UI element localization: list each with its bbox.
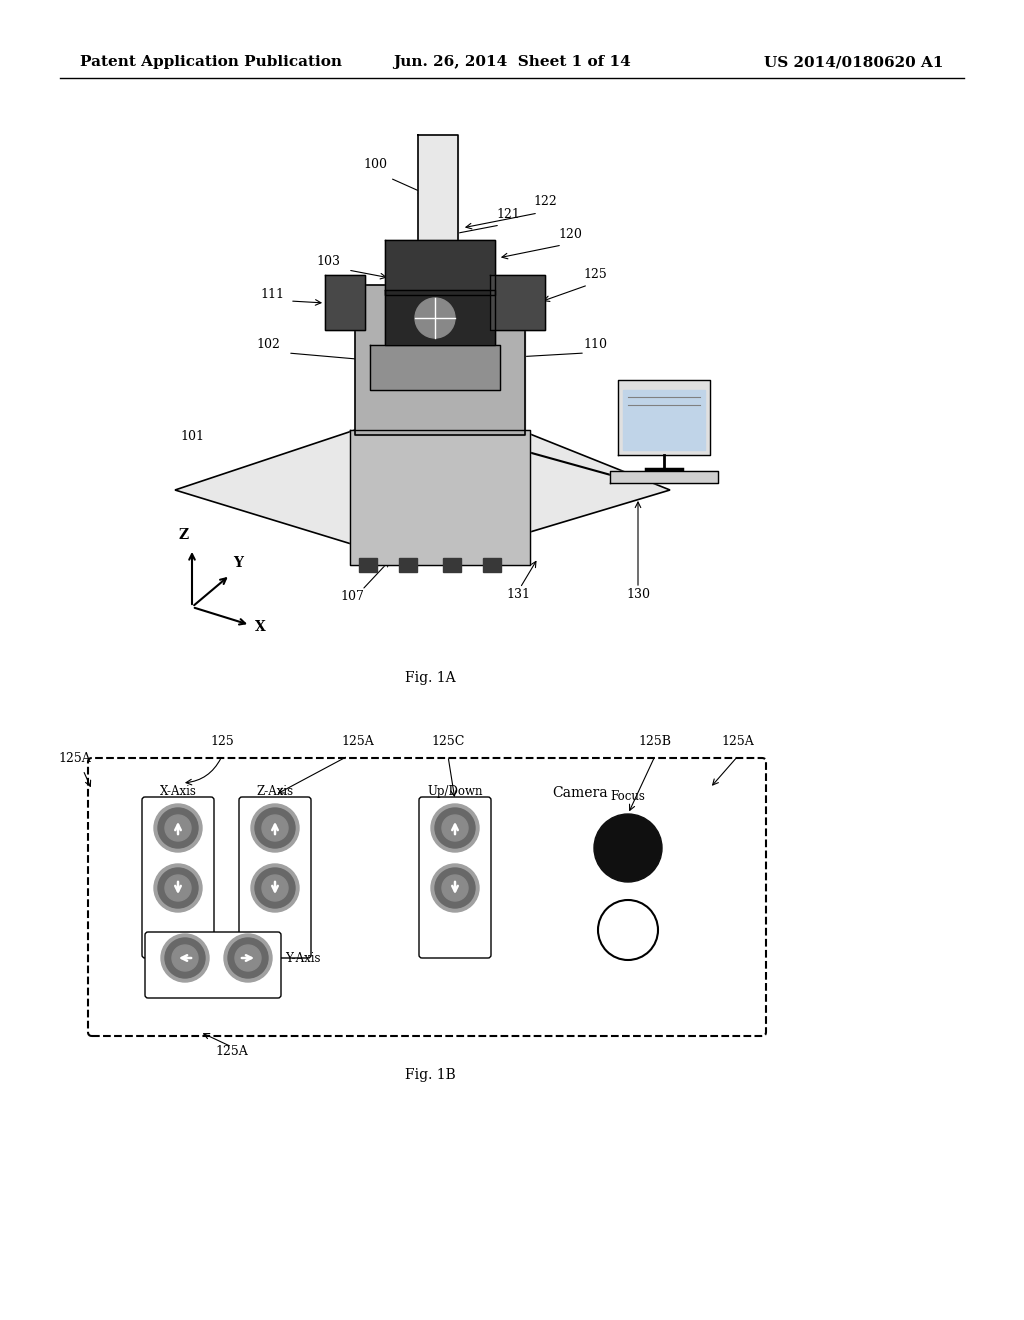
- Text: 101: 101: [180, 430, 204, 444]
- Circle shape: [165, 875, 191, 902]
- Text: Z: Z: [179, 528, 189, 543]
- Circle shape: [224, 935, 272, 982]
- Polygon shape: [370, 345, 500, 389]
- Circle shape: [442, 875, 468, 902]
- Circle shape: [435, 869, 475, 908]
- Text: Up/Down: Up/Down: [427, 785, 482, 799]
- Polygon shape: [350, 430, 530, 565]
- Text: X: X: [255, 620, 265, 634]
- Text: 125: 125: [583, 268, 607, 281]
- Circle shape: [255, 869, 295, 908]
- Text: 111: 111: [260, 288, 284, 301]
- Polygon shape: [355, 285, 525, 436]
- FancyBboxPatch shape: [88, 758, 766, 1036]
- Polygon shape: [483, 558, 501, 572]
- Text: 125B: 125B: [639, 735, 672, 748]
- Circle shape: [228, 939, 268, 978]
- Text: Y: Y: [233, 556, 243, 570]
- Text: 103: 103: [316, 255, 340, 268]
- Circle shape: [251, 865, 299, 912]
- Circle shape: [154, 865, 202, 912]
- Text: 130: 130: [626, 587, 650, 601]
- Text: Rec: Rec: [616, 924, 639, 936]
- Text: X-Axis: X-Axis: [160, 785, 197, 799]
- Text: 121: 121: [496, 209, 520, 220]
- Text: Z-Axis: Z-Axis: [256, 785, 294, 799]
- Text: 125C: 125C: [431, 735, 465, 748]
- Circle shape: [234, 945, 261, 972]
- Circle shape: [255, 808, 295, 847]
- Polygon shape: [175, 400, 670, 565]
- Text: Y-Axis: Y-Axis: [285, 952, 321, 965]
- Text: Focus: Focus: [610, 789, 645, 803]
- Text: 110: 110: [583, 338, 607, 351]
- Polygon shape: [490, 275, 545, 330]
- Circle shape: [165, 814, 191, 841]
- Text: US 2014/0180620 A1: US 2014/0180620 A1: [765, 55, 944, 69]
- Polygon shape: [359, 558, 377, 572]
- Polygon shape: [385, 290, 495, 345]
- Text: 125: 125: [210, 735, 233, 748]
- Circle shape: [431, 804, 479, 851]
- Polygon shape: [418, 135, 458, 290]
- Text: 125A: 125A: [722, 735, 755, 748]
- Circle shape: [598, 900, 658, 960]
- Text: 120: 120: [558, 228, 582, 242]
- Circle shape: [435, 808, 475, 847]
- Text: Fig. 1B: Fig. 1B: [404, 1068, 456, 1082]
- Circle shape: [415, 298, 455, 338]
- Text: 122: 122: [534, 195, 557, 209]
- Text: Fig. 1A: Fig. 1A: [404, 671, 456, 685]
- Circle shape: [594, 814, 662, 882]
- Polygon shape: [325, 275, 365, 330]
- Text: Camera: Camera: [552, 785, 608, 800]
- Circle shape: [158, 869, 198, 908]
- Circle shape: [431, 865, 479, 912]
- Circle shape: [251, 804, 299, 851]
- Circle shape: [154, 804, 202, 851]
- Circle shape: [262, 814, 288, 841]
- Polygon shape: [443, 558, 461, 572]
- FancyBboxPatch shape: [142, 797, 214, 958]
- Polygon shape: [623, 389, 705, 450]
- Text: 100: 100: [362, 158, 387, 172]
- FancyBboxPatch shape: [239, 797, 311, 958]
- Circle shape: [442, 814, 468, 841]
- Polygon shape: [385, 240, 495, 294]
- Polygon shape: [399, 558, 417, 572]
- Text: Jun. 26, 2014  Sheet 1 of 14: Jun. 26, 2014 Sheet 1 of 14: [393, 55, 631, 69]
- Circle shape: [161, 935, 209, 982]
- Polygon shape: [610, 471, 718, 483]
- Circle shape: [262, 875, 288, 902]
- Text: 125A: 125A: [58, 752, 91, 766]
- Text: 107: 107: [340, 590, 364, 603]
- Circle shape: [158, 808, 198, 847]
- Text: Patent Application Publication: Patent Application Publication: [80, 55, 342, 69]
- Text: 125A: 125A: [216, 1045, 249, 1059]
- Circle shape: [172, 945, 198, 972]
- Circle shape: [165, 939, 205, 978]
- Text: 125A: 125A: [342, 735, 375, 748]
- FancyBboxPatch shape: [419, 797, 490, 958]
- Text: 131: 131: [506, 587, 530, 601]
- Text: 102: 102: [256, 338, 280, 351]
- Polygon shape: [618, 380, 710, 455]
- FancyBboxPatch shape: [145, 932, 281, 998]
